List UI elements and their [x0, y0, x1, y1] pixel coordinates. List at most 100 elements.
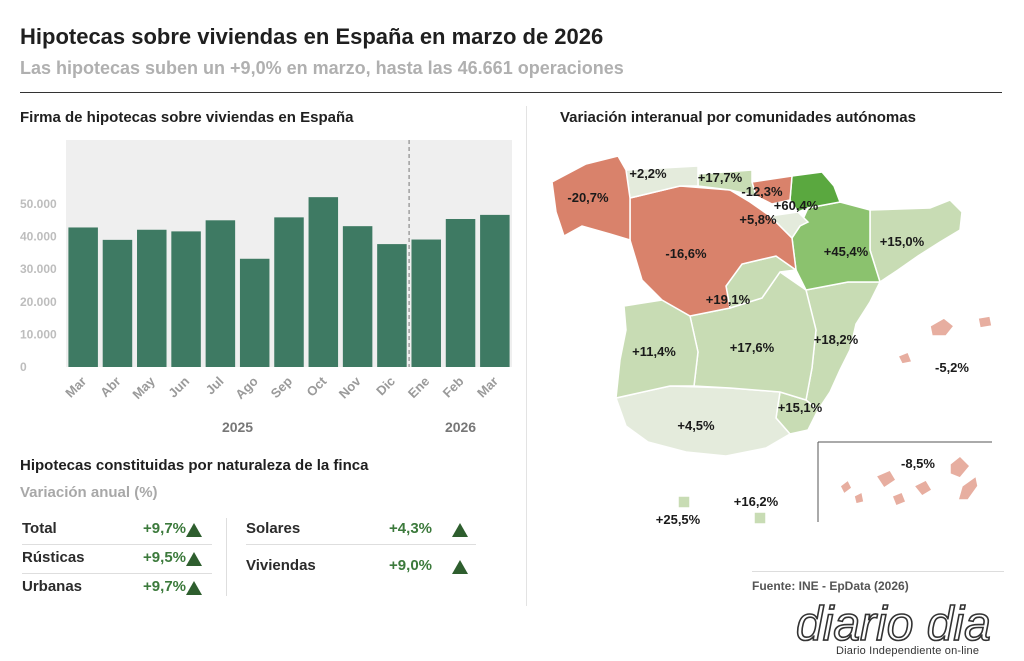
diario-dia-logo: diario dia	[795, 597, 991, 646]
y-tick-label: 40.000	[20, 230, 57, 244]
map-value-label: +5,8%	[739, 212, 777, 227]
map-value-label: +19,1%	[706, 292, 751, 307]
y-tick-label: 30.000	[20, 262, 57, 276]
row-name: Solares	[246, 520, 301, 537]
trend-up-icon	[186, 523, 202, 537]
map-value-label: +2,2%	[629, 166, 667, 181]
row-value: +9,5%	[143, 549, 186, 566]
row-divider	[22, 573, 212, 574]
x-tick-label: Jul	[203, 374, 227, 398]
x-tick-label: Mar	[474, 374, 501, 401]
table-row-rusticas: Rústicas +9,5%	[22, 549, 212, 575]
x-tick-label: Mar	[62, 374, 89, 401]
bar	[102, 239, 133, 367]
region-melilla	[753, 511, 767, 525]
map-value-label: +17,7%	[698, 170, 743, 185]
bar	[137, 229, 167, 367]
row-name: Total	[22, 520, 57, 537]
row-name: Viviendas	[246, 557, 316, 574]
trend-up-icon	[186, 581, 202, 595]
logo-tagline: Diario Independiente on-line	[836, 645, 980, 657]
table-subtitle: Variación anual (%)	[20, 484, 158, 501]
row-value: +9,7%	[143, 578, 186, 595]
map-value-label: +45,4%	[824, 244, 869, 259]
row-name: Urbanas	[22, 578, 83, 595]
page-title: Hipotecas sobre viviendas en España en m…	[20, 24, 604, 49]
bar	[308, 197, 339, 367]
map-value-label: +25,5%	[656, 512, 701, 527]
row-value: +9,7%	[143, 520, 186, 537]
table-row-solares: Solares +4,3%	[246, 520, 476, 546]
table-row-urbanas: Urbanas +9,7%	[22, 578, 212, 604]
bar-chart-title: Firma de hipotecas sobre viviendas en Es…	[20, 109, 354, 126]
map-value-label: +60,4%	[774, 198, 819, 213]
map-value-label: +15,0%	[880, 234, 925, 249]
x-tick-label: Oct	[303, 373, 329, 399]
bar	[377, 244, 407, 367]
x-tick-label: Sep	[268, 373, 296, 401]
row-name: Rústicas	[22, 549, 85, 566]
y-tick-label: 50.000	[20, 197, 57, 211]
header-divider	[20, 92, 1002, 93]
x-tick-label: Abr	[97, 374, 123, 400]
row-value: +4,3%	[389, 520, 432, 537]
bar	[480, 214, 510, 367]
bar	[171, 231, 201, 367]
row-divider	[246, 544, 476, 545]
region-navarra	[789, 171, 842, 213]
region-castilla-y-leon	[629, 185, 797, 317]
trend-up-icon	[452, 523, 468, 537]
x-tick-label: May	[129, 373, 158, 402]
y-tick-label: 20.000	[20, 295, 57, 309]
x-tick-label: Ene	[405, 374, 432, 401]
map-title: Variación interanual por comunidades aut…	[560, 109, 916, 126]
source-note: Fuente: INE - EpData (2026)	[752, 579, 909, 593]
map-value-label: +15,1%	[778, 400, 823, 415]
map-value-label: +11,4%	[632, 344, 676, 359]
bar	[205, 220, 236, 367]
map-value-label: -20,7%	[567, 190, 609, 205]
bar	[68, 227, 98, 367]
trend-up-icon	[186, 552, 202, 566]
map-value-label: +4,5%	[677, 418, 715, 433]
y-tick-label: 0	[20, 360, 27, 374]
x-tick-label: Jun	[165, 373, 192, 400]
year-label: 2025	[222, 419, 253, 435]
x-tick-label: Nov	[336, 373, 365, 402]
page-subtitle: Las hipotecas suben un +9,0% en marzo, h…	[20, 58, 624, 78]
row-divider	[22, 544, 212, 545]
trend-up-icon	[452, 560, 468, 574]
map-value-label: -5,2%	[935, 360, 969, 375]
x-tick-label: Dic	[373, 374, 398, 399]
bar	[411, 239, 441, 367]
table-row-viviendas: Viviendas +9,0%	[246, 557, 476, 583]
x-tick-label: Ago	[232, 373, 261, 402]
map-value-label: -12,3%	[741, 184, 783, 199]
table-row-total: Total +9,7%	[22, 520, 212, 546]
logo-wordmark: diario dia	[796, 598, 991, 646]
y-tick-label: 10.000	[20, 327, 57, 341]
spain-map: -20,7% +2,2% +17,7%-12,3%+60,4%+5,8% -16,6%…	[551, 155, 993, 527]
source-divider	[752, 571, 1004, 572]
map-value-label: -8,5%	[901, 456, 935, 471]
table-column-divider	[226, 518, 227, 596]
region-la-rioja	[768, 211, 810, 240]
map-value-label: -16,6%	[665, 246, 707, 261]
region-galicia	[551, 155, 631, 242]
bar	[239, 258, 270, 367]
panel-divider	[526, 106, 527, 606]
region-canarias	[839, 454, 979, 507]
map-value-label: +17,6%	[730, 340, 775, 355]
bar	[274, 217, 304, 367]
map-value-label: +16,2%	[734, 494, 779, 509]
year-label: 2026	[445, 419, 476, 435]
row-value: +9,0%	[389, 557, 432, 574]
region-baleares	[896, 315, 993, 365]
x-tick-label: Feb	[440, 373, 467, 400]
bar	[445, 218, 476, 367]
region-ceuta	[677, 495, 691, 509]
table-title: Hipotecas constituidas por naturaleza de…	[20, 457, 369, 474]
map-value-label: +18,2%	[814, 332, 859, 347]
bar	[342, 226, 373, 367]
